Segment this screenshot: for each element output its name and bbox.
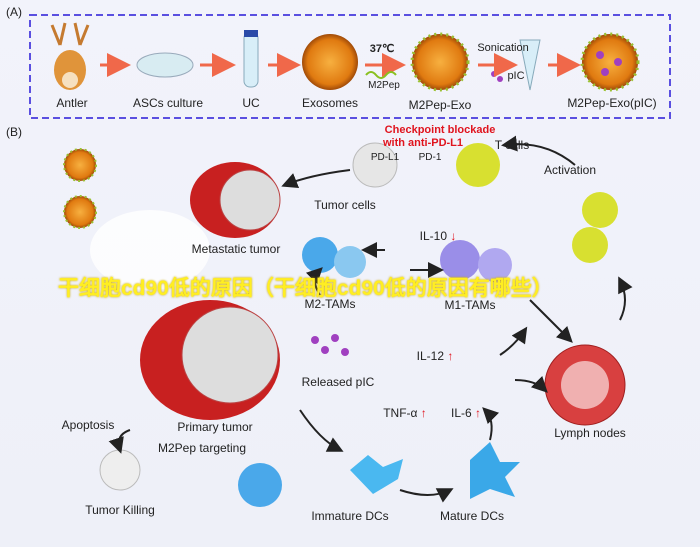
checkpoint-sub-label: with anti-PD-L1 (382, 137, 464, 149)
il12-label: IL-12 ↑ (417, 349, 454, 363)
flow-arrows (108, 135, 633, 503)
released-pic-label: Released pIC (301, 375, 375, 389)
mature-dcs-label: Mature DCs (439, 509, 505, 523)
tnf-text: TNF-α (383, 406, 418, 420)
m2-tams-label: M2-TAMs (304, 297, 356, 311)
up-arrow-icon: ↑ (475, 406, 482, 420)
exosome-icon (63, 148, 97, 182)
step-ascs-culture: ASCs culture (132, 96, 204, 110)
m2pep-targeting-label: M2Pep targeting (157, 441, 247, 455)
m2pep-exo-icon (410, 32, 470, 92)
t-cell-icon (572, 227, 608, 263)
primary-tumor (140, 300, 280, 420)
m1-tam-icon (440, 240, 480, 280)
pd-1-label: PD-1 (418, 152, 442, 163)
t-cell-icon (456, 143, 500, 187)
immature-dc-icon (350, 455, 403, 494)
down-arrow-icon: ↓ (450, 229, 457, 243)
il10-text: IL-10 (419, 229, 448, 243)
petri-dish-icon (136, 52, 194, 78)
deer-icon (50, 22, 90, 90)
sonication-tube-icon (519, 39, 541, 91)
up-arrow-icon: ↑ (447, 349, 454, 363)
apoptosis-label: Apoptosis (61, 418, 115, 432)
activation-label: Activation (543, 163, 597, 177)
tumor-killing-label: Tumor Killing (85, 503, 155, 517)
watermark: 干细胞cd90低的原因（干细胞cd90低的原因有哪些） (58, 277, 553, 300)
lymph-nodes-label: Lymph nodes (554, 426, 626, 440)
il6-text: IL-6 (450, 406, 472, 420)
m2-tam-icon (302, 237, 338, 273)
step-antler: Antler (56, 96, 88, 110)
dead-tumor-cell-icon (99, 449, 141, 491)
m2pep-label: M2Pep (368, 80, 400, 91)
step-m2pep-exo-pic: M2Pep-Exo(pIC) (567, 96, 657, 110)
tnf-label: TNF-α ↑ (383, 406, 427, 420)
tumor-cell-icon (352, 142, 398, 188)
up-arrow-icon: ↑ (420, 406, 427, 420)
metastatic-tumor (190, 162, 281, 238)
checkpoint-label: Checkpoint blockade (384, 124, 496, 136)
exosome-icon (302, 34, 358, 90)
metastatic-tumor-label: Metastatic tumor (191, 242, 281, 256)
panel-b-label: (B) (6, 125, 22, 139)
exosome-icon (63, 195, 97, 229)
panel-a-frame (29, 14, 671, 119)
pd-l1-label: PD-L1 (370, 152, 400, 163)
immature-dcs-label: Immature DCs (311, 509, 389, 523)
panel-a-label: (A) (6, 5, 22, 19)
tumor-cells-label: Tumor cells (314, 198, 376, 212)
pic-particles (311, 334, 349, 356)
il6-label: IL-6 ↑ (451, 406, 481, 420)
mouse-icon (90, 210, 210, 290)
step-m2pep-exo: M2Pep-Exo (408, 98, 472, 112)
temperature-label: 37℃ (369, 43, 395, 55)
pic-label: pIC (507, 70, 525, 82)
m2pep-icon (365, 71, 397, 79)
primary-tumor-label: Primary tumor (177, 420, 253, 434)
il10-label: IL-10 ↓ (420, 229, 457, 243)
mature-dc-icon (470, 442, 520, 499)
m1-tams-label: M1-TAMs (444, 298, 496, 312)
step-uc: UC (242, 96, 260, 110)
il12-text: IL-12 (416, 349, 445, 363)
t-cell-icon (582, 192, 618, 228)
m2pep-exo-pic-icon (580, 32, 640, 92)
sonication-label: Sonication (477, 42, 529, 54)
tube-icon (243, 31, 259, 88)
targeted-cell-icon (238, 463, 282, 507)
step-exosomes: Exosomes (301, 96, 359, 110)
t-cells-label: T cells (494, 138, 530, 152)
